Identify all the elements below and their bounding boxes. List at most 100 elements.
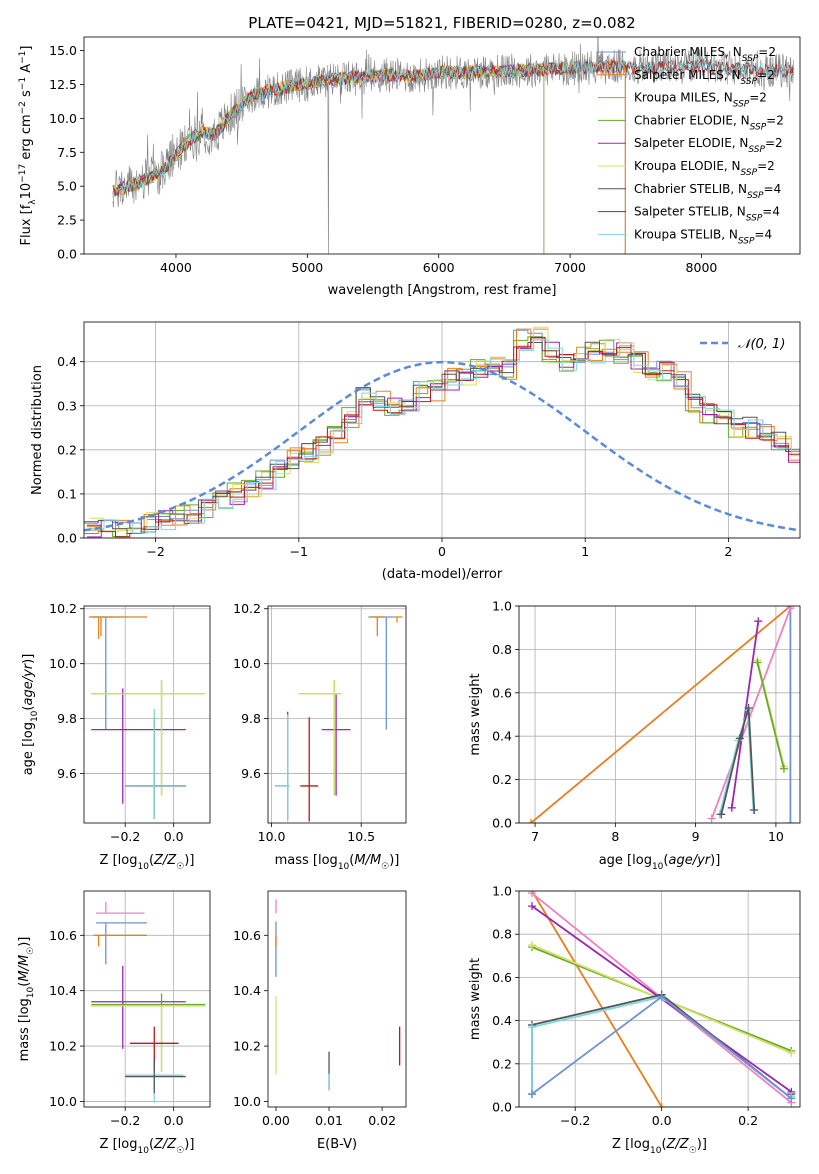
legend-n: 2 bbox=[775, 136, 783, 150]
weight-line bbox=[710, 607, 792, 820]
age_vs_mass-plot-area bbox=[275, 616, 403, 822]
error-bar-point bbox=[298, 680, 342, 796]
mass_vs_Z-axes: −0.2 0.010.010.210.410.6Z [log10(Z/Z☉)]ma… bbox=[17, 890, 211, 1156]
x-tick-label: 10.0 bbox=[258, 829, 286, 844]
mass_vs_ebv-axes: 0.00 0.01 0.02 10.0 10.2 10.4 10.6 E(B-V) bbox=[233, 890, 407, 1152]
legend-sub: SSP bbox=[738, 236, 755, 246]
axis-label-part: age/yr bbox=[668, 853, 711, 868]
axis-label-part: −2 bbox=[18, 101, 28, 114]
axis-label-part: s bbox=[19, 90, 34, 101]
weight-marker bbox=[786, 606, 795, 613]
axis-label-part: ( bbox=[17, 982, 32, 987]
axes-frame bbox=[83, 36, 801, 255]
axis-label-part: )] bbox=[17, 937, 32, 947]
weight-marker bbox=[787, 1049, 796, 1057]
weight_vs_Z-plot-area bbox=[527, 891, 796, 1107]
y-tick-label: 10.2 bbox=[49, 1039, 77, 1054]
axis-label-part: Z [log bbox=[612, 1137, 650, 1152]
legend-eq: = bbox=[758, 45, 768, 59]
x-tick-label: 5000 bbox=[291, 260, 323, 275]
x-tick-label: 0.0 bbox=[164, 829, 184, 844]
y-tick-label: 0.0 bbox=[57, 531, 77, 546]
error-bar-point bbox=[96, 922, 147, 965]
legend-entry: Chabrier MILES, NSSP=2 bbox=[634, 45, 776, 64]
y-tick-label: 0.4 bbox=[57, 354, 77, 369]
error-bar-point bbox=[321, 693, 351, 796]
x-tick-label: 0 bbox=[438, 544, 446, 559]
axis-label-part: )] bbox=[697, 1137, 707, 1152]
axis-label: Z [log10(Z/Z☉)] bbox=[100, 1137, 195, 1156]
x-tick-label: 0.2 bbox=[738, 1113, 758, 1128]
axis-label-part: Z [log bbox=[100, 1137, 138, 1152]
y-tick-label: 10.6 bbox=[233, 928, 261, 943]
age_vs_mass-axes: 10.0 10.5 9.6 9.8 10.0 10.2 mass [log10(M/M☉)] bbox=[233, 601, 407, 872]
legend-name: Salpeter ELODIE bbox=[634, 136, 732, 150]
y-tick-label: 10.0 bbox=[49, 111, 77, 126]
error-bar-point bbox=[91, 688, 186, 804]
y-tick-label: 0.8 bbox=[492, 927, 512, 942]
axis-label-part: 10 bbox=[26, 986, 36, 998]
y-axis-label: mass weight bbox=[468, 673, 483, 755]
weight-marker bbox=[727, 803, 736, 812]
legend-entry: Salpeter STELIB, NSSP=4 bbox=[634, 205, 780, 224]
x-axis-label: wavelength [Angstrom, rest frame] bbox=[328, 283, 557, 298]
error-bar-point bbox=[125, 709, 186, 819]
axis-label-part: )] bbox=[21, 654, 36, 664]
x-tick-label: −0.2 bbox=[110, 829, 140, 844]
weight-marker bbox=[786, 819, 795, 823]
y-tick-label: 9.6 bbox=[241, 766, 261, 781]
axis-label-part: ( bbox=[149, 1137, 154, 1152]
legend-entry: Kroupa STELIB, NSSP=4 bbox=[634, 227, 772, 246]
y-tick-label: 0.0 bbox=[57, 247, 77, 262]
model-spectrum-line bbox=[112, 60, 626, 254]
axis-label-part: )] bbox=[184, 853, 194, 868]
legend-name: Kroupa ELODIE bbox=[634, 159, 724, 173]
axis-label-part: 10 bbox=[652, 862, 664, 872]
axis-label-part: −1 bbox=[18, 77, 28, 90]
histogram-step bbox=[89, 326, 800, 532]
x-tick-label: 4000 bbox=[160, 260, 192, 275]
axes-frame bbox=[83, 321, 801, 539]
error-bar-point bbox=[125, 750, 186, 819]
legend-entry: Kroupa MILES, NSSP=2 bbox=[634, 91, 767, 110]
legend-n: 2 bbox=[767, 159, 775, 173]
error-bar-point bbox=[125, 1059, 186, 1094]
y-tick-label: 2.5 bbox=[57, 213, 77, 228]
spectrum-axes: 4000 5000 6000 7000 8000 0.0 2.5 5.0 7.5 10.0 12.5… bbox=[18, 14, 801, 298]
x-axis-label: E(B-V) bbox=[317, 1137, 357, 1152]
legend-name: Salpeter STELIB bbox=[634, 205, 729, 219]
legend-entry: Salpeter ELODIE, NSSP=2 bbox=[634, 136, 783, 155]
axis-label: mass [log10(M/M☉)] bbox=[17, 937, 36, 1062]
y-tick-label: 10.2 bbox=[49, 601, 77, 616]
weight-marker bbox=[750, 805, 759, 814]
legend-sub: SSP bbox=[747, 191, 764, 201]
error-bar-point bbox=[93, 616, 128, 639]
x-tick-label: 10 bbox=[768, 829, 784, 844]
legend-entry: 𝒩(0, 1) bbox=[738, 337, 785, 352]
residuals-plot-area bbox=[84, 326, 800, 538]
axis-label-part: A bbox=[19, 64, 34, 77]
axis-label-part: −1 bbox=[18, 51, 28, 64]
axis-label-part: −17 bbox=[18, 164, 28, 183]
weight-line bbox=[531, 891, 663, 1107]
x-tick-label: 6000 bbox=[423, 260, 455, 275]
error-bar-point bbox=[125, 717, 186, 814]
axis-label-part: )] bbox=[389, 853, 399, 868]
weight_vs_age-plot-area bbox=[527, 606, 795, 823]
histogram-step bbox=[84, 341, 800, 534]
axis-label: Z [log10(Z/Z☉)] bbox=[612, 1137, 707, 1156]
axis-label-part: ( bbox=[149, 853, 154, 868]
y-tick-label: 10.0 bbox=[233, 1094, 261, 1109]
weight-marker bbox=[735, 734, 744, 743]
axis-label-part: erg cm bbox=[19, 114, 34, 163]
weight-marker bbox=[527, 819, 536, 823]
weight-marker bbox=[527, 891, 536, 898]
y-tick-label: 0.2 bbox=[492, 772, 512, 787]
legend-sep: , N bbox=[724, 68, 741, 82]
axis-label-part: Z/Z bbox=[153, 1137, 177, 1152]
y-tick-label: 0.8 bbox=[492, 642, 512, 657]
weight-marker bbox=[754, 617, 763, 626]
error-bar-point bbox=[91, 616, 147, 637]
